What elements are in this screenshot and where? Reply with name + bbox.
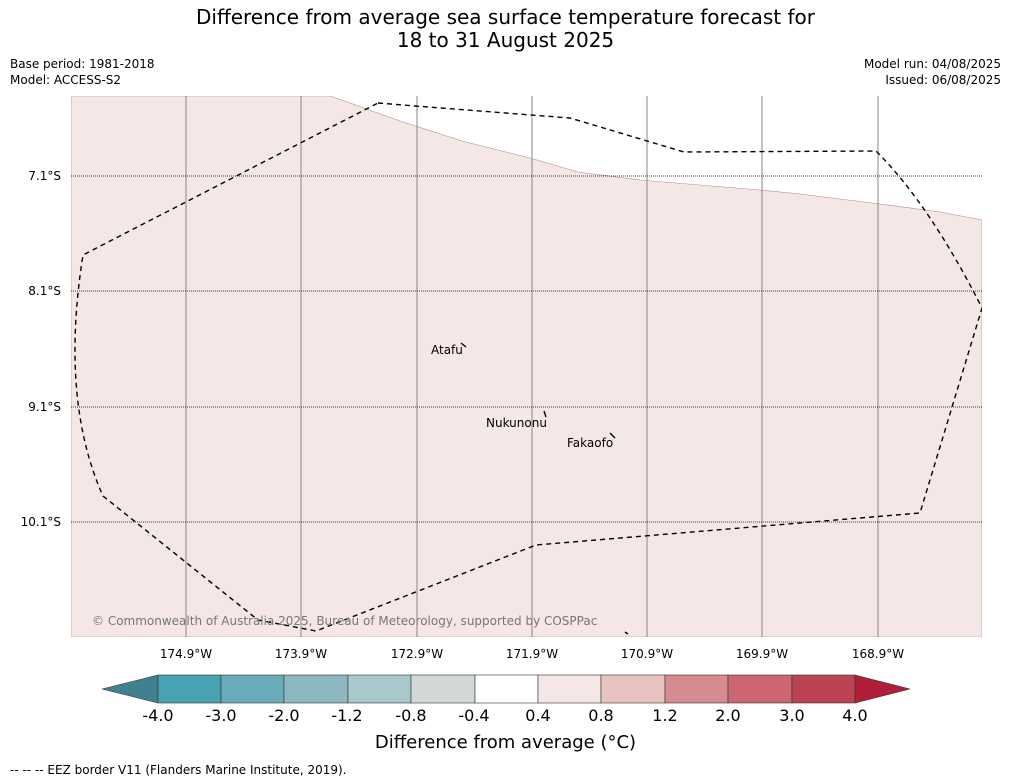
lon-label-1: 174.9°W (159, 647, 213, 661)
colorbar-bin-6 (474, 674, 539, 704)
place-atafu: Atafu (431, 343, 463, 357)
colorbar-bin-11 (791, 674, 856, 704)
cb-tick-4: -1.2 (331, 706, 363, 725)
island-swains (624, 631, 629, 635)
lat-label-4: 10.1°S (20, 515, 61, 529)
cb-tick-6: -0.4 (458, 706, 490, 725)
island-fakaofo (609, 432, 616, 439)
colorbar-bin-9 (664, 674, 729, 704)
cb-tick-10: 2.0 (715, 706, 741, 725)
eez-legend: -- -- -- EEZ border V11 (Flanders Marine… (10, 763, 347, 777)
colorbar-bin-5 (410, 674, 476, 704)
colorbar-cap-low (101, 674, 159, 704)
lon-label-3: 172.9°W (390, 647, 444, 661)
sst-anomaly-fill (71, 96, 982, 637)
model-name: Model: ACCESS-S2 (10, 73, 122, 87)
cb-tick-3: -2.0 (268, 706, 300, 725)
cb-tick-5: -0.8 (395, 706, 427, 725)
island-atafu (460, 342, 467, 348)
colorbar-label: Difference from average (°C) (374, 732, 637, 753)
colorbar-bin-2 (220, 674, 285, 704)
place-fakaofo: Fakaofo (567, 436, 614, 450)
lon-label-5: 170.9°W (620, 647, 674, 661)
cb-tick-2: -3.0 (205, 706, 237, 725)
title-line-2: 18 to 31 August 2025 (396, 28, 615, 52)
colorbar (101, 674, 911, 704)
colorbar-bin-4 (347, 674, 412, 704)
base-period: Base period: 1981-2018 (10, 57, 155, 71)
cb-tick-12: 4.0 (842, 706, 868, 725)
colorbar-bin-3 (283, 674, 349, 704)
lat-label-2: 8.1°S (28, 284, 61, 298)
title-line-1: Difference from average sea surface temp… (195, 5, 815, 29)
lat-label-1: 7.1°S (28, 169, 61, 183)
cb-tick-9: 1.2 (652, 706, 678, 725)
lon-label-4: 171.9°W (505, 647, 559, 661)
place-nukunonu: Nukunonu (486, 416, 547, 430)
cb-tick-8: 0.8 (588, 706, 614, 725)
cb-tick-7: 0.4 (525, 706, 551, 725)
lon-label-7: 168.9°W (851, 647, 905, 661)
model-run: Model run: 04/08/2025 (863, 57, 1001, 71)
lon-label-6: 169.9°W (735, 647, 789, 661)
colorbar-bin-8 (600, 674, 666, 704)
meta-left: Base period: 1981-2018 Model: ACCESS-S2 (10, 56, 155, 88)
lon-label-2: 173.9°W (274, 647, 328, 661)
copyright-notice: © Commonwealth of Australia 2025, Bureau… (92, 614, 598, 628)
colorbar-bin-7 (537, 674, 602, 704)
cb-tick-11: 3.0 (779, 706, 805, 725)
colorbar-bin-10 (727, 674, 793, 704)
cb-tick-1: -4.0 (142, 706, 174, 725)
colorbar-cap-high (854, 674, 911, 704)
issued-date: Issued: 06/08/2025 (885, 73, 1001, 87)
meta-right: Model run: 04/08/2025 Issued: 06/08/2025 (864, 56, 1001, 88)
lat-label-3: 9.1°S (28, 400, 61, 414)
island-nukunonu (543, 410, 547, 418)
colorbar-bin-1 (157, 674, 222, 704)
map-title: Difference from average sea surface temp… (0, 6, 1011, 52)
